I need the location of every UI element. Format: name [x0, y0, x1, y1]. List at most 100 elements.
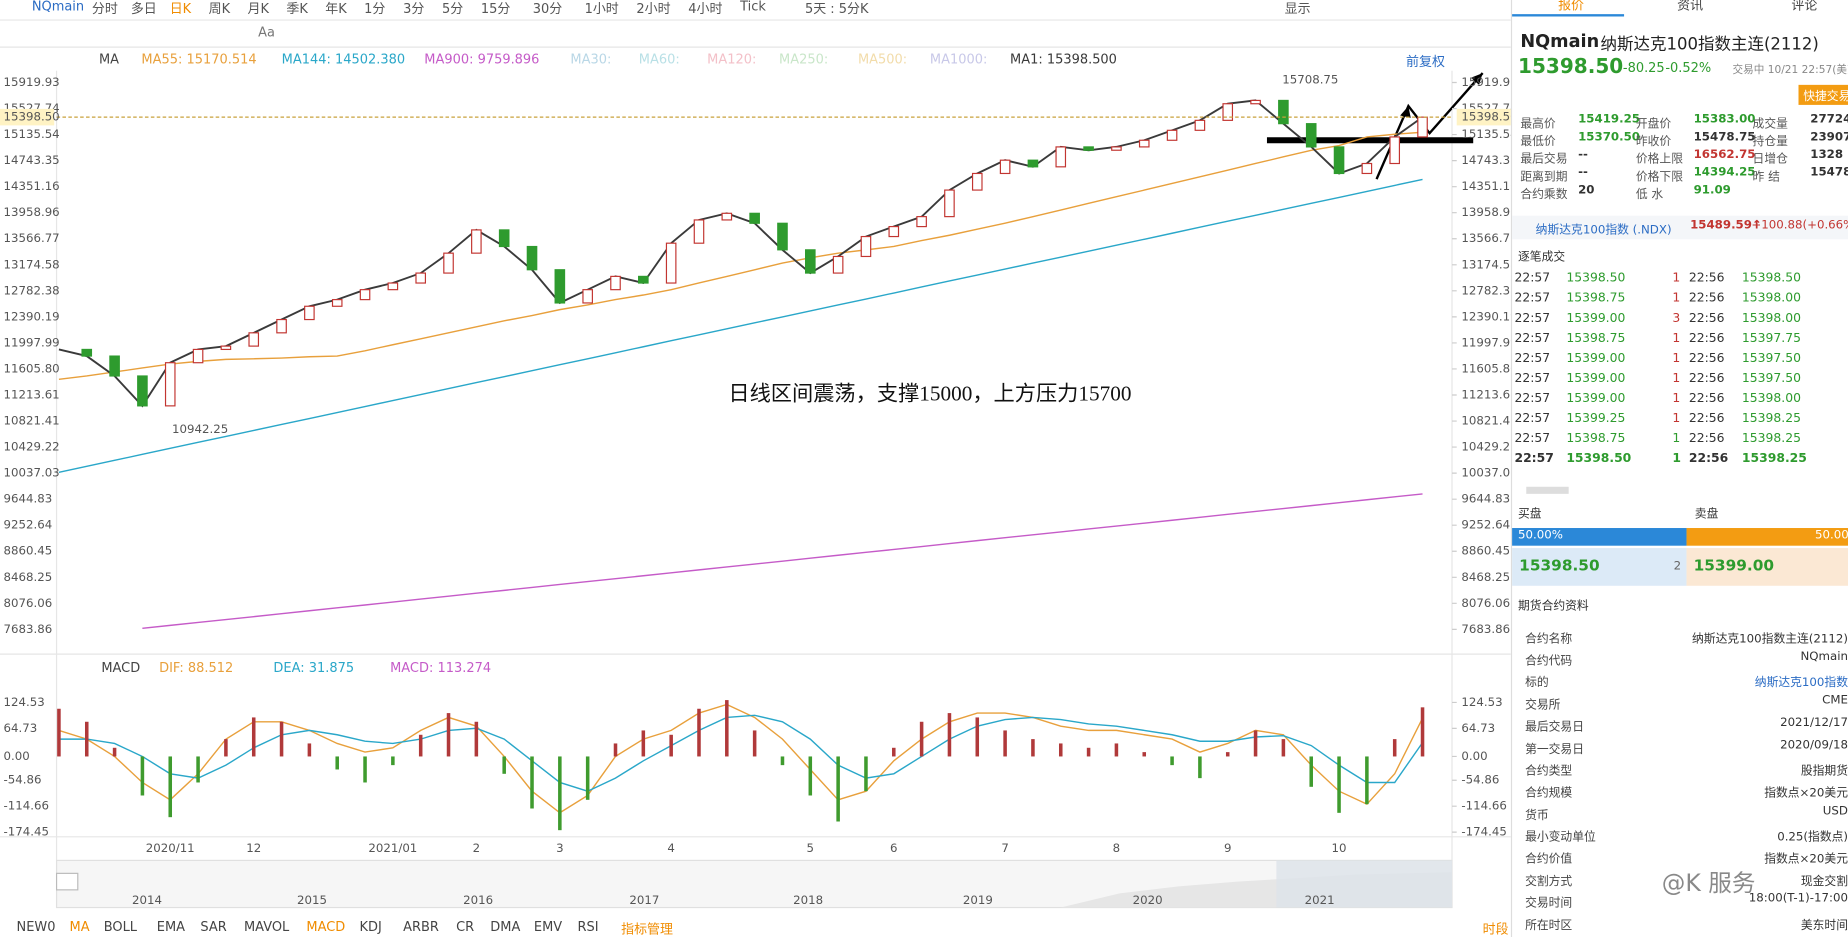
navigator-window[interactable] — [1276, 860, 1452, 908]
candle — [192, 348, 204, 364]
indicator-tab[interactable]: CR — [456, 919, 475, 935]
index-change: +100.88(+0.66%) — [1751, 219, 1848, 233]
navigator-year: 2021 — [1304, 894, 1335, 908]
candle — [387, 282, 399, 291]
period-tab[interactable]: 30分 — [532, 1, 563, 17]
x-tick-label: 7 — [1001, 841, 1008, 855]
contract-label: 第一交易日 — [1525, 743, 1584, 757]
indicator-tab[interactable]: NEW0 — [16, 919, 56, 935]
quick-trade[interactable]: 快捷交易 — [1798, 84, 1848, 105]
indicator-tab[interactable]: SAR — [200, 919, 227, 935]
y-tick-label: 12390.19 — [1461, 309, 1510, 323]
contract-value: 纳斯达克100指数主连(2112) — [1692, 632, 1848, 646]
candle — [109, 355, 120, 377]
macd-bar — [1114, 743, 1119, 757]
period-tab[interactable]: 3分 — [403, 1, 425, 17]
panel-tab[interactable]: 报价 — [1558, 0, 1584, 13]
stat-value: 20 — [1578, 183, 1595, 197]
indicator-tab[interactable]: MAVOL — [243, 919, 290, 935]
legend-entry-inactive[interactable]: MA30: — [570, 51, 612, 68]
candle — [1166, 129, 1178, 141]
period-tab[interactable]: 4小时 — [688, 1, 723, 17]
indicator-tab[interactable]: DMA — [490, 919, 521, 935]
candle — [331, 299, 343, 307]
period-tab[interactable]: 季K — [286, 1, 308, 17]
session-tab[interactable]: 时段 — [1482, 921, 1509, 937]
buy-pct: 50.00% — [1517, 529, 1563, 543]
indicator-tab[interactable]: 指标管理 — [621, 921, 673, 937]
stat-value: 1328 — [1810, 148, 1844, 162]
x-tick-label: 12 — [246, 841, 261, 855]
x-tick-label: 2 — [473, 841, 480, 855]
trade-cell: 15397.50 — [1741, 351, 1801, 366]
candle — [304, 305, 315, 321]
indicator-tab[interactable]: EMA — [156, 919, 185, 935]
legend-entry-inactive[interactable]: MA1000: — [929, 51, 988, 68]
indicator-tab[interactable]: ARBR — [403, 919, 439, 935]
display-menu[interactable]: 显示 — [1284, 1, 1311, 17]
trade-cell: 15399.00 — [1566, 391, 1626, 406]
legend-entry: DEA: 31.875 — [273, 660, 355, 676]
period-tab[interactable]: 日K — [169, 1, 192, 17]
chart-canvas: 15919.9315919.9315527.7415527.7415135.54… — [0, 19, 1511, 909]
legend-entry-inactive[interactable]: MA120: — [707, 51, 757, 68]
y-tick-label: 8860.45 — [4, 544, 53, 558]
indicator-tab[interactable]: MACD — [306, 919, 346, 935]
adjust-mode[interactable]: 前复权 — [1406, 54, 1445, 70]
period-tab[interactable]: Tick — [740, 0, 766, 15]
indicator-tab[interactable]: KDJ — [359, 919, 382, 935]
indicator-tab[interactable]: RSI — [577, 919, 599, 935]
y-tick-label: 64.73 — [1461, 721, 1495, 735]
y-tick-label: 10429.22 — [1461, 440, 1510, 454]
period-tab[interactable]: 月K — [247, 1, 269, 17]
contract-value: 股指期货 — [1800, 765, 1848, 779]
stat-label: 日增仓 — [1752, 153, 1788, 167]
candle — [1083, 146, 1094, 151]
legend-entry-inactive[interactable]: MA500: — [857, 51, 908, 68]
y-tick-label: 7683.86 — [4, 622, 53, 636]
indicator-tab[interactable]: EMV — [533, 919, 563, 935]
stat-label: 昨收价 — [1635, 135, 1672, 149]
legend-entry-inactive[interactable]: MA60: — [638, 51, 680, 68]
trade-cell: 15399.00 — [1566, 371, 1626, 386]
panel-tab[interactable]: 资讯 — [1677, 0, 1704, 13]
stat-label: 合约乘数 — [1520, 188, 1568, 202]
contract-value: 纳斯达克100指数 — [1754, 676, 1848, 690]
period-tab[interactable]: 年K — [325, 1, 347, 17]
navigator-year: 2016 — [463, 894, 494, 908]
period-tab[interactable]: 周K — [208, 1, 231, 17]
trade-cell: 22:56 — [1688, 371, 1725, 386]
y-tick-label: 13174.58 — [4, 257, 60, 271]
macd-bar — [168, 756, 173, 818]
y-tick-label: 9644.83 — [1461, 492, 1510, 506]
panel-tab[interactable]: 评论 — [1791, 0, 1818, 13]
text-tool[interactable]: Aa — [258, 24, 275, 41]
period-tab[interactable]: 15分 — [480, 1, 511, 17]
period-tab[interactable]: 5天 : 5分K — [804, 1, 869, 17]
navigator-year: 2019 — [962, 894, 993, 908]
stat-value: -- — [1578, 166, 1588, 180]
period-tab[interactable]: 分时 — [91, 1, 118, 17]
indicator-tab[interactable]: BOLL — [103, 919, 138, 935]
candle — [1361, 162, 1373, 175]
macd-bar — [947, 713, 952, 757]
ask-bg — [1686, 548, 1848, 586]
candle — [1305, 123, 1317, 148]
y-tick-label: -54.86 — [4, 773, 42, 787]
period-tab[interactable]: 5分 — [441, 1, 464, 17]
candle — [804, 249, 816, 274]
macd-bar — [1058, 743, 1063, 757]
stat-value: 239070 — [1810, 130, 1848, 144]
legend-entry-inactive[interactable]: MA250: — [779, 51, 829, 68]
candle — [582, 289, 593, 304]
period-tab[interactable]: 1分 — [364, 1, 386, 17]
stat-label: 成交量 — [1752, 117, 1788, 131]
period-tab[interactable]: 1小时 — [584, 1, 619, 17]
y-tick-label: 15919.93 — [1461, 75, 1510, 89]
period-tab[interactable]: 多日 — [130, 1, 157, 17]
period-tab[interactable]: 2小时 — [636, 1, 671, 17]
indicator-tab[interactable]: MA — [69, 919, 90, 935]
last-price-box — [0, 108, 55, 126]
macd-bar — [1031, 739, 1035, 757]
navigator-handle[interactable] — [55, 872, 79, 891]
